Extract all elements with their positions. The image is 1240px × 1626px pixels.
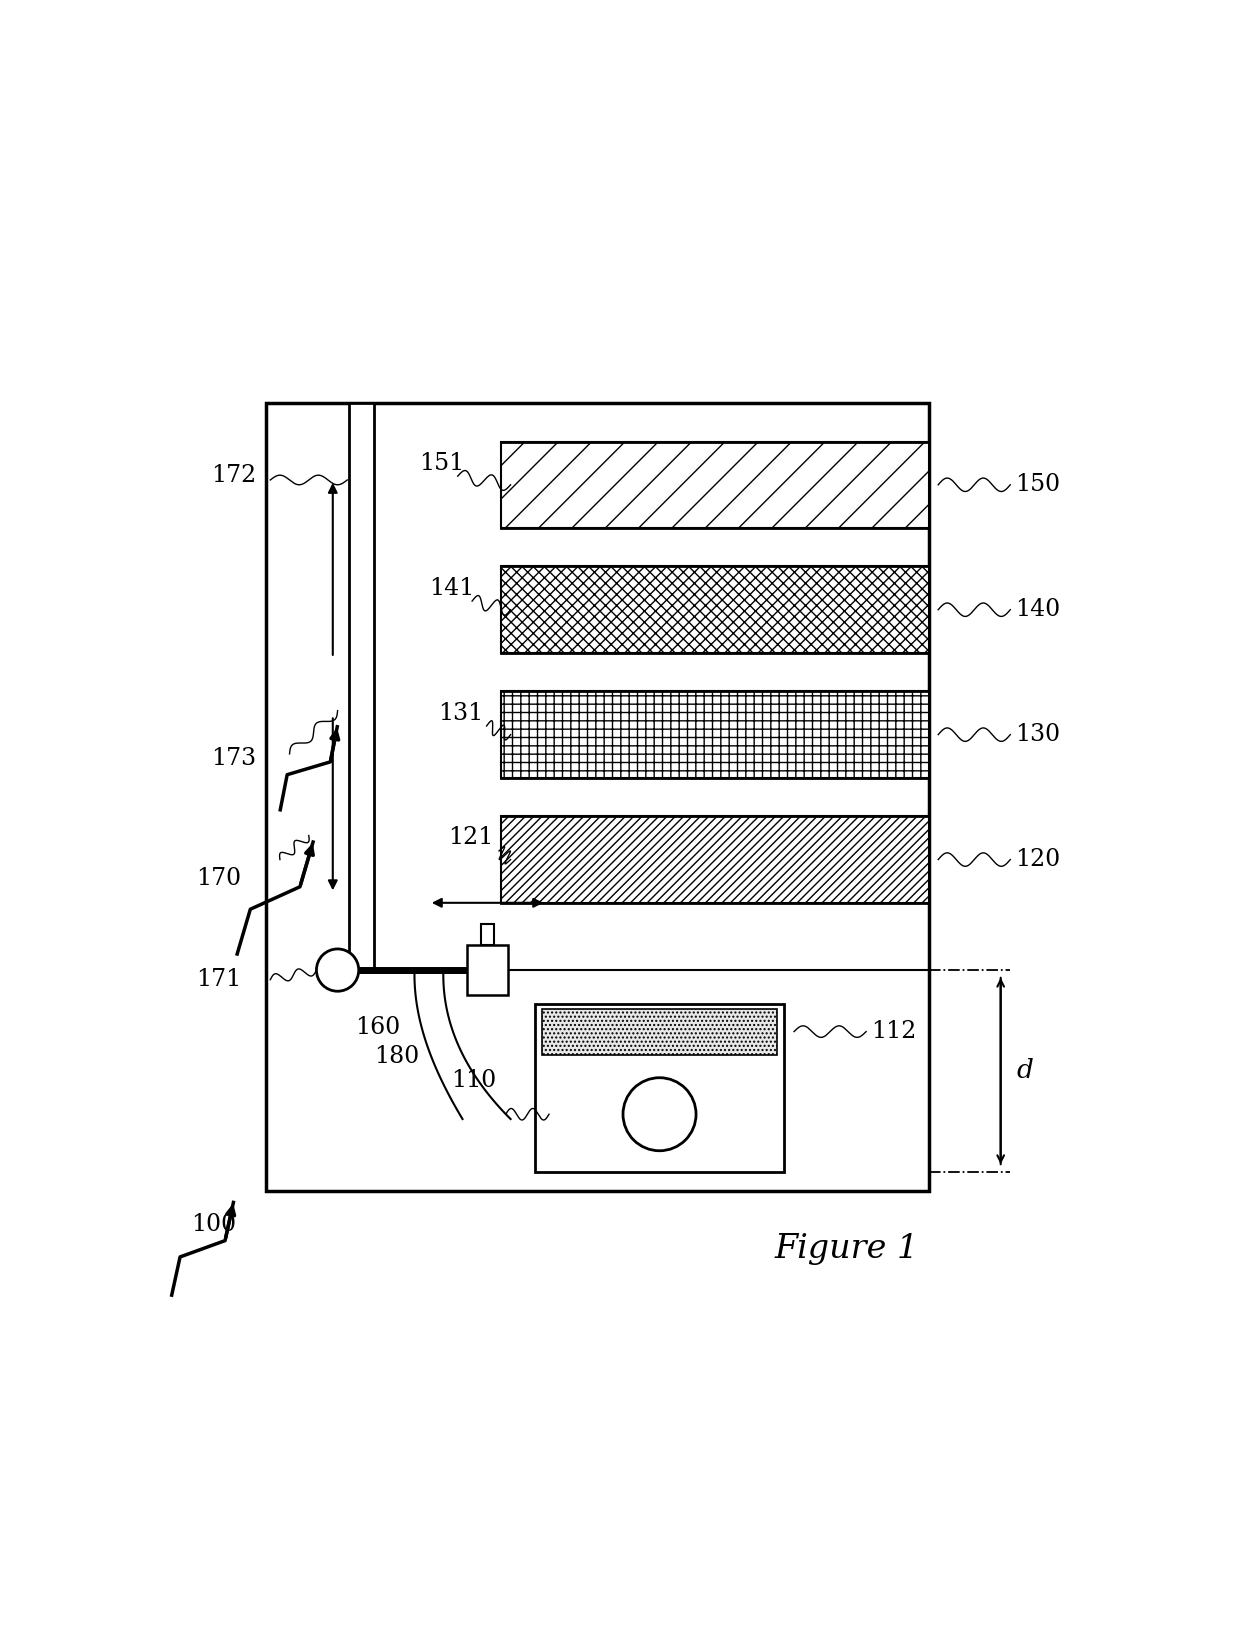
Text: 112: 112 bbox=[870, 1020, 916, 1044]
Bar bbox=[534, 1003, 785, 1172]
Text: 121: 121 bbox=[448, 826, 494, 849]
Text: d: d bbox=[1017, 1059, 1033, 1083]
Text: 172: 172 bbox=[211, 463, 255, 486]
Bar bbox=[501, 816, 929, 902]
Text: 110: 110 bbox=[451, 1070, 496, 1093]
Text: 140: 140 bbox=[1016, 598, 1060, 621]
Text: 131: 131 bbox=[439, 701, 484, 725]
Text: 100: 100 bbox=[191, 1213, 237, 1236]
Circle shape bbox=[622, 1078, 696, 1151]
Text: 173: 173 bbox=[211, 748, 255, 771]
Bar bbox=[350, 403, 374, 971]
Bar bbox=[501, 691, 929, 777]
Text: 160: 160 bbox=[355, 1016, 401, 1039]
Text: 170: 170 bbox=[196, 867, 242, 891]
Bar bbox=[467, 945, 507, 995]
Text: 130: 130 bbox=[1016, 724, 1060, 746]
Text: 150: 150 bbox=[1016, 473, 1060, 496]
Text: 171: 171 bbox=[196, 967, 242, 992]
Text: 151: 151 bbox=[419, 452, 465, 475]
Text: 180: 180 bbox=[374, 1046, 419, 1068]
Bar bbox=[542, 1008, 776, 1055]
Bar bbox=[481, 924, 495, 945]
Bar bbox=[501, 566, 929, 654]
Bar bbox=[265, 403, 929, 1192]
Bar bbox=[501, 442, 929, 528]
Text: 141: 141 bbox=[429, 577, 474, 600]
Circle shape bbox=[316, 950, 358, 992]
Text: Figure 1: Figure 1 bbox=[775, 1233, 919, 1265]
Text: 120: 120 bbox=[1016, 849, 1060, 872]
